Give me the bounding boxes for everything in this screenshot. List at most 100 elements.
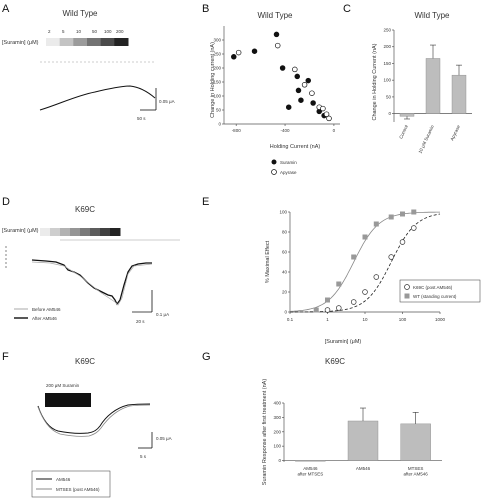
data-point-k69c <box>373 274 380 280</box>
legend-marker-k69c <box>404 284 410 290</box>
data-point-k69c <box>336 305 342 311</box>
y-tick-label: 200 <box>213 66 221 71</box>
y-tick-label: 100 <box>273 444 281 449</box>
concentration-labels-a: 2 5 10 50 100 200 <box>48 29 124 34</box>
conc-label: 200 <box>116 29 124 34</box>
panel-letter-g: G <box>202 351 211 363</box>
y-tick-label: 80 <box>282 230 288 235</box>
category-label: MTSES after AM546 <box>404 466 429 477</box>
data-point-suramin <box>273 31 280 38</box>
data-point-suramin <box>294 73 301 80</box>
y-tick-label: 250 <box>383 28 391 33</box>
scale-time-d: 20 s <box>136 319 145 324</box>
panel-a: A Wild Type [Suramin] (μM) 2 5 10 50 100… <box>2 3 175 121</box>
concentration-step <box>40 228 51 236</box>
concentration-step <box>100 38 115 46</box>
chart-b-axes: 0 50 100 150 200 250 300 -800 -400 0 <box>213 26 340 133</box>
concentration-step <box>90 228 101 236</box>
chart-g-bars: AM546 after MTSES AM546 MTSES after AM546 <box>295 407 431 477</box>
category-label: AM546 <box>356 466 371 471</box>
y-tick-label: 50 <box>386 94 392 99</box>
chart-c-ylabel: Change in Holding Current (nA) <box>372 43 378 120</box>
conc-label: 2 <box>48 29 51 34</box>
trace-mtses-f <box>37 404 151 437</box>
y-tick-label: 250 <box>213 52 221 57</box>
bar <box>451 74 467 114</box>
conc-label: 50 <box>92 29 98 34</box>
data-point-wt <box>351 254 357 260</box>
bar <box>399 113 415 117</box>
x-tick-label: -400 <box>281 128 291 133</box>
bar <box>400 423 431 461</box>
chart-e-axes: 0 20 40 60 80 100 0.1 1 10 100 1000 <box>279 210 445 323</box>
data-point-k69c <box>362 289 368 295</box>
data-point-apyrase <box>323 111 330 117</box>
y-tick-label: 150 <box>213 80 221 85</box>
panel-b: B Wild Type 0 50 100 150 200 250 300 -800 -400 0 … <box>202 3 340 175</box>
x-tick-label: -800 <box>232 128 242 133</box>
panel-d: D K69C [Suramin] (μM) 0.1 μA 20 s Before… <box>2 196 180 324</box>
chart-c-bars: Control 10 μM Suramin Apyrase <box>398 44 467 154</box>
data-point-suramin <box>295 87 302 94</box>
legend-label-suramin: Suramin <box>280 160 297 165</box>
category-label: Apyrase <box>449 124 461 142</box>
concentration-bar-d <box>40 228 121 236</box>
y-tick-label: 0 <box>284 310 287 315</box>
category-label: 10 μM Suramin <box>417 124 435 154</box>
category-label: AM546 after MTSES <box>297 466 323 477</box>
scale-current-f: 0.05 μA <box>156 436 172 441</box>
panel-letter-b: B <box>202 3 209 15</box>
chart-e-xlabel: [Suramin] (μM) <box>325 339 362 345</box>
data-point-wt <box>400 211 405 217</box>
data-point-wt <box>388 214 394 220</box>
concentration-step <box>50 228 61 236</box>
concentration-step <box>87 38 102 46</box>
y-tick-label: 400 <box>273 401 281 406</box>
bar <box>347 420 379 461</box>
x-tick-label: 1 <box>326 317 329 322</box>
concentration-step <box>73 38 88 46</box>
legend-label-before: Before AM546 <box>32 307 61 312</box>
data-point-apyrase <box>320 105 326 112</box>
chart-b-ylabel: Change in Holding current (nA) <box>210 42 216 118</box>
chart-e-legend <box>399 279 481 303</box>
x-tick-label: 0 <box>333 128 336 133</box>
panel-c: C Wild Type 0 50 100 150 200 250 Control 10 μM… <box>343 3 472 154</box>
concentration-step <box>46 38 61 46</box>
data-point-wt <box>313 307 319 313</box>
y-tick-label: 50 <box>216 108 222 113</box>
concentration-step <box>60 228 71 236</box>
y-tick-label: 0 <box>278 458 281 463</box>
legend-label-am546: AM546 <box>56 477 71 482</box>
conc-label: 5 <box>62 29 65 34</box>
data-point-suramin <box>279 65 286 71</box>
y-tick-label: 100 <box>213 94 221 99</box>
chart-e-points <box>313 209 417 313</box>
bar <box>425 58 441 114</box>
panel-e: E 0 20 40 60 80 100 0.1 1 10 100 1000 [Suramin] (μ… <box>202 196 481 345</box>
concentration-step <box>114 38 129 46</box>
data-point-suramin <box>305 77 312 84</box>
data-point-wt <box>336 281 342 287</box>
data-point-k69c <box>350 299 357 305</box>
suramin-label-d: [Suramin] (μM) <box>2 228 39 234</box>
chart-g-title: K69C <box>325 357 345 366</box>
concentration-step <box>70 228 81 236</box>
legend-f <box>31 470 111 498</box>
y-tick-label: 20 <box>282 290 288 295</box>
suramin-application-bar-f <box>45 393 91 407</box>
panel-letter-d: D <box>2 196 10 208</box>
y-tick-label: 200 <box>273 429 281 434</box>
y-tick-label: 0 <box>218 122 221 127</box>
x-tick-label: 10 <box>362 317 368 322</box>
concentration-bar-a <box>46 38 129 46</box>
data-point-wt <box>411 209 417 215</box>
data-point-suramin <box>251 48 258 54</box>
data-point-k69c <box>399 239 406 245</box>
legend-marker-wt <box>404 293 410 299</box>
panel-d-title: K69C <box>75 205 95 214</box>
x-tick-label: 1000 <box>435 317 446 322</box>
chart-b-xlabel: Holding Current (nA) <box>270 144 321 150</box>
y-tick-label: 40 <box>282 270 288 275</box>
